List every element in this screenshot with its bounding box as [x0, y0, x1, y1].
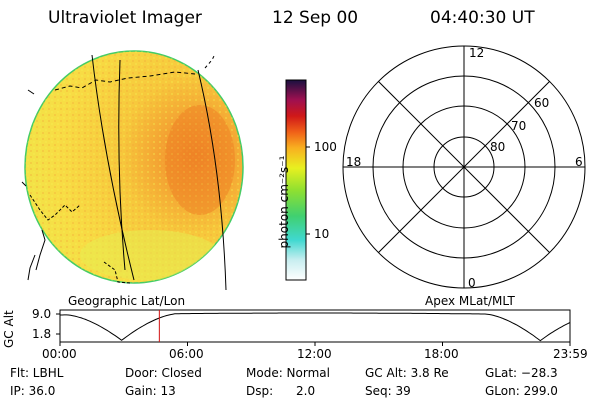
time-label: 04:40:30 UT	[430, 8, 535, 28]
imager-coord-label: Geographic Lat/Lon	[68, 294, 186, 308]
info-filter: Flt: LBHL	[10, 366, 64, 380]
mlt-label-6: 6	[575, 155, 583, 169]
colorbar-tick-label: 100	[314, 140, 337, 154]
x-tick-label: 23:59	[553, 347, 588, 361]
meridian-line	[118, 59, 126, 271]
y-tick-label: 9.0	[32, 307, 52, 321]
timeline-y-title: GC Alt	[2, 310, 16, 348]
mlt-label-18: 18	[346, 155, 362, 169]
y-tick-label: 1.8	[32, 327, 52, 341]
coastline	[35, 229, 46, 271]
x-tick-label: 12:00	[297, 347, 332, 361]
x-tick-label: 00:00	[42, 347, 77, 361]
coastline	[103, 261, 131, 284]
info-glon: GLon: 299.0	[485, 384, 558, 398]
polar-coord-label: Apex MLat/MLT	[425, 294, 515, 308]
coastline	[21, 181, 27, 187]
x-ticks	[59, 342, 571, 346]
info-ip: IP: 36.0	[10, 384, 56, 398]
info-gc-alt: GC Alt: 3.8 Re	[365, 366, 449, 380]
info-dsp: Dsp: 2.0	[246, 384, 316, 398]
lat-label-60: 60	[534, 96, 550, 110]
coastline	[54, 71, 196, 91]
info-seq: Seq: 39	[365, 384, 411, 398]
meridian-line	[27, 254, 36, 281]
colorbar-tick-label: 10	[314, 227, 330, 241]
altitude-curve	[60, 312, 571, 342]
x-tick-label: 06:00	[169, 347, 204, 361]
meridian-line	[91, 54, 135, 281]
date-label: 12 Sep 00	[272, 8, 359, 28]
info-glat: GLat: −28.3	[485, 366, 558, 380]
mlt-label-0: 0	[468, 276, 476, 290]
info-mode: Mode: Normal	[246, 366, 330, 380]
timeline-frame	[59, 309, 571, 343]
polar-axis	[378, 81, 550, 253]
coastline	[27, 89, 35, 95]
mlt-label-12: 12	[469, 46, 485, 60]
x-tick-label: 18:00	[424, 347, 459, 361]
lat-label-80: 80	[490, 140, 506, 154]
coastline	[204, 55, 215, 69]
instrument-title: Ultraviolet Imager	[48, 8, 202, 28]
info-gain: Gain: 13	[125, 384, 176, 398]
colorbar-scale	[285, 79, 307, 281]
info-door: Door: Closed	[125, 366, 202, 380]
uv-disk	[24, 50, 244, 284]
lat-label-70: 70	[511, 119, 527, 133]
meridian-line	[197, 69, 227, 291]
